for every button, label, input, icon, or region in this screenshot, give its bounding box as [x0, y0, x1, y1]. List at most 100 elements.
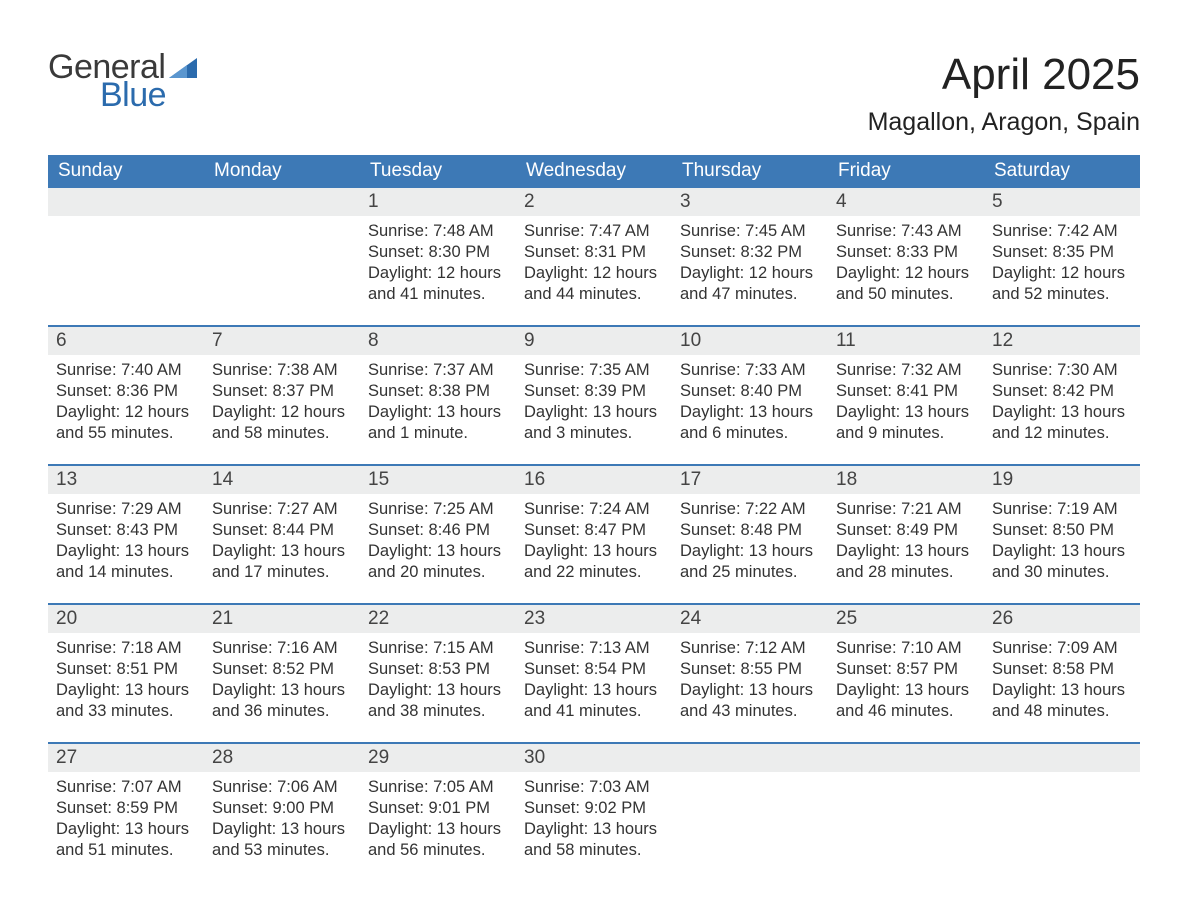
sunrise-text: Sunrise: 7:13 AM [524, 638, 664, 659]
sunset-text: Sunset: 8:36 PM [56, 381, 196, 402]
day-number: 9 [516, 327, 672, 355]
sunrise-text: Sunrise: 7:18 AM [56, 638, 196, 659]
daynum-cell: 10 [672, 326, 828, 355]
sunset-text: Sunset: 8:43 PM [56, 520, 196, 541]
sunset-text: Sunset: 8:40 PM [680, 381, 820, 402]
day-number: 16 [516, 466, 672, 494]
daynum-cell: 25 [828, 604, 984, 633]
sunrise-text: Sunrise: 7:05 AM [368, 777, 508, 798]
title-block: April 2025 Magallon, Aragon, Spain [868, 50, 1140, 137]
day-number: 24 [672, 605, 828, 633]
day-header: Tuesday [360, 155, 516, 188]
daynum-cell: 17 [672, 465, 828, 494]
day-number: 15 [360, 466, 516, 494]
daynum-cell: 27 [48, 743, 204, 772]
day-body: Sunrise: 7:18 AMSunset: 8:51 PMDaylight:… [48, 633, 204, 732]
sunset-text: Sunset: 8:35 PM [992, 242, 1132, 263]
day-number: 1 [360, 188, 516, 216]
daynum-cell: 22 [360, 604, 516, 633]
day-cell: Sunrise: 7:42 AMSunset: 8:35 PMDaylight:… [984, 216, 1140, 326]
sunrise-text: Sunrise: 7:06 AM [212, 777, 352, 798]
day-number: 17 [672, 466, 828, 494]
daylight-text: Daylight: 13 hours and 58 minutes. [524, 819, 664, 861]
day-body: Sunrise: 7:29 AMSunset: 8:43 PMDaylight:… [48, 494, 204, 593]
day-number: 5 [984, 188, 1140, 216]
sunset-text: Sunset: 8:44 PM [212, 520, 352, 541]
sunrise-text: Sunrise: 7:37 AM [368, 360, 508, 381]
day-body: Sunrise: 7:03 AMSunset: 9:02 PMDaylight:… [516, 772, 672, 871]
day-body: Sunrise: 7:15 AMSunset: 8:53 PMDaylight:… [360, 633, 516, 732]
sunrise-text: Sunrise: 7:30 AM [992, 360, 1132, 381]
day-header: Thursday [672, 155, 828, 188]
daynum-cell [828, 743, 984, 772]
daynum-cell [672, 743, 828, 772]
sunset-text: Sunset: 8:49 PM [836, 520, 976, 541]
flag-icon [169, 58, 197, 78]
day-cell: Sunrise: 7:03 AMSunset: 9:02 PMDaylight:… [516, 772, 672, 872]
daylight-text: Daylight: 13 hours and 36 minutes. [212, 680, 352, 722]
day-body: Sunrise: 7:16 AMSunset: 8:52 PMDaylight:… [204, 633, 360, 732]
day-number: 12 [984, 327, 1140, 355]
sunset-text: Sunset: 8:57 PM [836, 659, 976, 680]
sunset-text: Sunset: 8:51 PM [56, 659, 196, 680]
day-cell: Sunrise: 7:18 AMSunset: 8:51 PMDaylight:… [48, 633, 204, 743]
week-row: Sunrise: 7:40 AMSunset: 8:36 PMDaylight:… [48, 355, 1140, 465]
daylight-text: Daylight: 13 hours and 33 minutes. [56, 680, 196, 722]
day-number: 25 [828, 605, 984, 633]
day-header: Wednesday [516, 155, 672, 188]
daylight-text: Daylight: 13 hours and 30 minutes. [992, 541, 1132, 583]
day-number: 22 [360, 605, 516, 633]
daynum-cell: 3 [672, 188, 828, 216]
daylight-text: Daylight: 12 hours and 47 minutes. [680, 263, 820, 305]
daylight-text: Daylight: 13 hours and 17 minutes. [212, 541, 352, 583]
day-cell: Sunrise: 7:45 AMSunset: 8:32 PMDaylight:… [672, 216, 828, 326]
day-number: 28 [204, 744, 360, 772]
day-cell: Sunrise: 7:30 AMSunset: 8:42 PMDaylight:… [984, 355, 1140, 465]
daynum-row: 12345 [48, 188, 1140, 216]
daylight-text: Daylight: 13 hours and 1 minute. [368, 402, 508, 444]
day-body: Sunrise: 7:05 AMSunset: 9:01 PMDaylight:… [360, 772, 516, 871]
sunset-text: Sunset: 8:52 PM [212, 659, 352, 680]
sunrise-text: Sunrise: 7:48 AM [368, 221, 508, 242]
daylight-text: Daylight: 12 hours and 58 minutes. [212, 402, 352, 444]
day-cell [984, 772, 1140, 872]
daynum-cell: 6 [48, 326, 204, 355]
daynum-row: 13141516171819 [48, 465, 1140, 494]
day-body: Sunrise: 7:07 AMSunset: 8:59 PMDaylight:… [48, 772, 204, 871]
sunrise-text: Sunrise: 7:10 AM [836, 638, 976, 659]
sunset-text: Sunset: 8:53 PM [368, 659, 508, 680]
daynum-cell: 20 [48, 604, 204, 633]
page-header: General Blue April 2025 Magallon, Aragon… [48, 50, 1140, 137]
daynum-cell: 28 [204, 743, 360, 772]
calendar-body: 12345Sunrise: 7:48 AMSunset: 8:30 PMDayl… [48, 188, 1140, 872]
day-body: Sunrise: 7:06 AMSunset: 9:00 PMDaylight:… [204, 772, 360, 871]
week-row: Sunrise: 7:29 AMSunset: 8:43 PMDaylight:… [48, 494, 1140, 604]
day-number: 30 [516, 744, 672, 772]
day-cell: Sunrise: 7:43 AMSunset: 8:33 PMDaylight:… [828, 216, 984, 326]
sunrise-text: Sunrise: 7:32 AM [836, 360, 976, 381]
daylight-text: Daylight: 13 hours and 51 minutes. [56, 819, 196, 861]
day-cell: Sunrise: 7:40 AMSunset: 8:36 PMDaylight:… [48, 355, 204, 465]
day-cell: Sunrise: 7:48 AMSunset: 8:30 PMDaylight:… [360, 216, 516, 326]
calendar-table: Sunday Monday Tuesday Wednesday Thursday… [48, 155, 1140, 872]
daylight-text: Daylight: 13 hours and 20 minutes. [368, 541, 508, 583]
day-body: Sunrise: 7:19 AMSunset: 8:50 PMDaylight:… [984, 494, 1140, 593]
daylight-text: Daylight: 13 hours and 6 minutes. [680, 402, 820, 444]
daylight-text: Daylight: 13 hours and 46 minutes. [836, 680, 976, 722]
sunrise-text: Sunrise: 7:38 AM [212, 360, 352, 381]
sunrise-text: Sunrise: 7:24 AM [524, 499, 664, 520]
day-number: 18 [828, 466, 984, 494]
daynum-row: 27282930 [48, 743, 1140, 772]
day-number: 29 [360, 744, 516, 772]
day-cell: Sunrise: 7:21 AMSunset: 8:49 PMDaylight:… [828, 494, 984, 604]
sunrise-text: Sunrise: 7:43 AM [836, 221, 976, 242]
sunrise-text: Sunrise: 7:16 AM [212, 638, 352, 659]
daynum-cell [984, 743, 1140, 772]
daylight-text: Daylight: 12 hours and 44 minutes. [524, 263, 664, 305]
day-header: Sunday [48, 155, 204, 188]
daynum-cell [48, 188, 204, 216]
day-body: Sunrise: 7:09 AMSunset: 8:58 PMDaylight:… [984, 633, 1140, 732]
day-cell: Sunrise: 7:35 AMSunset: 8:39 PMDaylight:… [516, 355, 672, 465]
sunset-text: Sunset: 8:59 PM [56, 798, 196, 819]
daynum-cell: 2 [516, 188, 672, 216]
